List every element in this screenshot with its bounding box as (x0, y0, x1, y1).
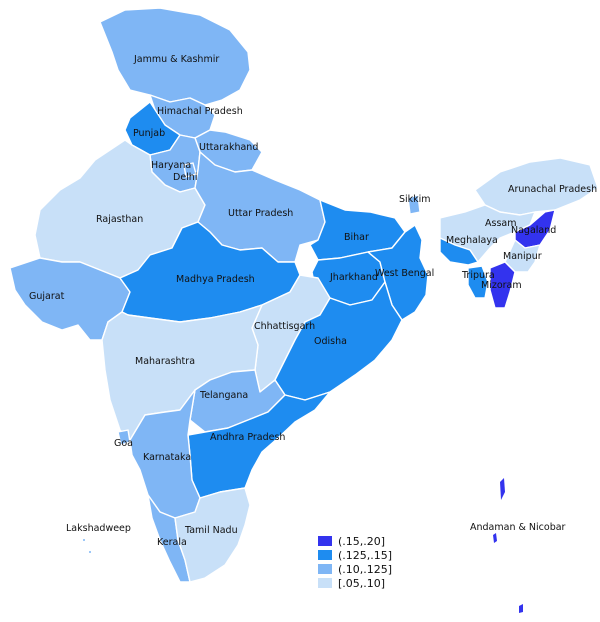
legend-label-1: (.15,.20] (338, 535, 385, 548)
label-telangana: Telangana (199, 390, 248, 401)
label-tamil-nadu: Tamil Nadu (184, 525, 238, 536)
state-tripura (467, 265, 489, 299)
state-west-bengal (367, 224, 429, 321)
state-odisha (274, 281, 403, 401)
legend-swatch-1 (318, 536, 332, 546)
state-sikkim (407, 194, 421, 215)
label-haryana: Haryana (151, 160, 191, 171)
label-kerala: Kerala (157, 537, 187, 548)
label-andaman-nicobar: Andaman & Nicobar (470, 522, 566, 533)
label-assam: Assam (485, 218, 516, 229)
state-delhi (183, 162, 197, 178)
legend-label-2: (.125,.15] (338, 549, 392, 562)
legend-label-4: [.05,.10] (338, 577, 385, 590)
legend-swatch-2 (318, 550, 332, 560)
label-delhi: Delhi (173, 172, 197, 183)
label-karnataka: Karnataka (143, 452, 191, 463)
label-jammu-kashmir: Jammu & Kashmir (133, 54, 219, 65)
state-tamil-nadu (174, 487, 251, 583)
state-jammu-kashmir (99, 7, 251, 106)
label-west-bengal: West Bengal (375, 268, 434, 279)
label-sikkim: Sikkim (399, 194, 431, 205)
label-goa: Goa (114, 438, 133, 449)
label-andhra-pradesh: Andhra Pradesh (210, 432, 285, 443)
label-uttarakhand: Uttarakhand (199, 142, 258, 153)
label-gujarat: Gujarat (29, 291, 65, 302)
state-lakshadweep (83, 539, 91, 553)
label-nagaland: Nagaland (511, 225, 556, 236)
label-tripura: Tripura (461, 270, 495, 281)
label-madhya-pradesh: Madhya Pradesh (176, 274, 255, 285)
legend-swatch-4 (318, 578, 332, 588)
label-meghalaya: Meghalaya (446, 235, 498, 246)
label-arunachal-pradesh: Arunachal Pradesh (508, 184, 597, 195)
label-jharkhand: Jharkhand (329, 272, 378, 283)
label-rajasthan: Rajasthan (96, 214, 143, 225)
label-uttar-pradesh: Uttar Pradesh (228, 208, 293, 219)
state-meghalaya (439, 237, 479, 266)
label-maharashtra: Maharashtra (135, 356, 195, 367)
label-manipur: Manipur (503, 251, 542, 262)
label-odisha: Odisha (314, 336, 347, 347)
map-legend: (.15,.20] (.125,.15] (.10,.125] [.05,.10… (318, 535, 392, 590)
label-punjab: Punjab (133, 128, 165, 139)
legend-label-3: (.10,.125] (338, 563, 392, 576)
legend-swatch-3 (318, 564, 332, 574)
label-chhattisgarh: Chhattisgarh (254, 321, 315, 332)
state-andaman-nicobar (493, 478, 523, 613)
state-mizoram (489, 261, 516, 309)
label-himachal-pradesh: Himachal Pradesh (157, 106, 243, 117)
label-mizoram: Mizoram (481, 280, 522, 291)
state-karnataka (129, 389, 201, 519)
label-bihar: Bihar (344, 232, 369, 243)
label-lakshadweep: Lakshadweep (66, 523, 131, 534)
